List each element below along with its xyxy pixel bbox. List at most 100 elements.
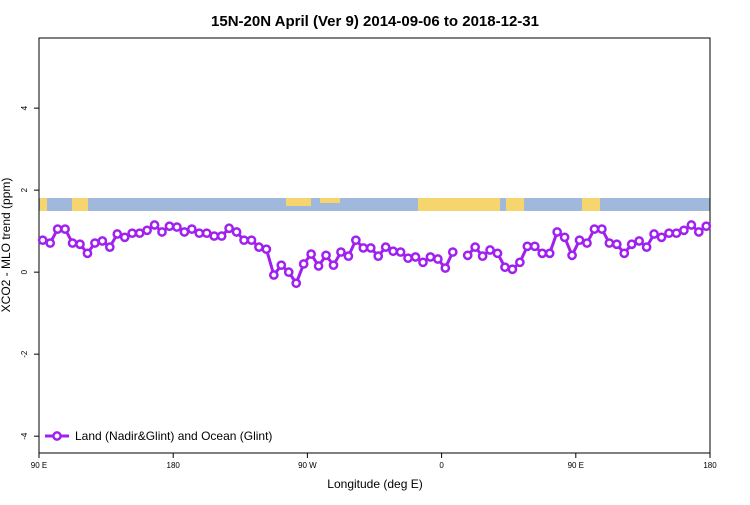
data-point	[336, 247, 346, 257]
data-point	[656, 232, 667, 243]
data-point	[261, 244, 272, 255]
data-point	[75, 239, 85, 250]
x-tick-label: 90 E	[31, 461, 47, 470]
data-point	[693, 227, 704, 237]
data-point	[231, 227, 242, 237]
data-point	[395, 247, 406, 257]
data-point	[701, 221, 712, 232]
data-point	[522, 241, 533, 252]
data-point	[552, 227, 563, 237]
data-point	[172, 222, 182, 232]
legend-marker	[52, 431, 62, 441]
data-point	[358, 243, 369, 253]
x-axis-label: Longitude (deg E)	[327, 477, 422, 491]
data-point	[626, 239, 637, 250]
data-point	[194, 228, 205, 239]
data-point	[82, 248, 93, 259]
data-point	[186, 224, 197, 234]
data-point	[276, 260, 287, 271]
y-axis-label: XCO2 - MLO trend (ppm)	[0, 178, 13, 313]
data-point	[403, 253, 413, 264]
y-tick-label: 0	[20, 269, 29, 274]
data-point	[529, 241, 540, 252]
map-strip	[39, 198, 710, 211]
data-point	[679, 225, 689, 236]
data-point	[589, 224, 600, 234]
data-point	[298, 259, 309, 269]
data-point	[604, 238, 615, 248]
y-tick-label: -4	[20, 432, 29, 440]
data-point	[164, 221, 175, 232]
data-point	[462, 250, 473, 261]
data-point	[283, 267, 294, 278]
data-point	[306, 249, 316, 259]
data-point	[67, 238, 78, 248]
data-point	[179, 227, 190, 237]
data-point	[373, 251, 384, 262]
data-point	[201, 228, 212, 239]
data-point	[149, 220, 160, 230]
data-point	[380, 242, 391, 252]
data-point	[671, 228, 682, 239]
data-point	[686, 220, 697, 230]
data-point	[343, 251, 354, 262]
y-tick-label: 2	[20, 187, 29, 192]
data-point	[104, 242, 115, 252]
y-tick-label: 4	[20, 105, 29, 110]
data-point	[500, 262, 510, 273]
data-point	[157, 227, 167, 237]
data-point	[507, 264, 518, 275]
data-point	[291, 278, 302, 289]
data-point	[254, 242, 264, 252]
data-point	[418, 257, 428, 268]
data-point	[134, 228, 145, 239]
data-point	[142, 225, 152, 236]
data-point	[567, 250, 577, 261]
data-point	[209, 231, 220, 241]
data-point	[328, 260, 339, 271]
plot-frame	[38, 37, 711, 454]
data-point	[52, 224, 63, 234]
data-point	[313, 261, 324, 271]
data-point	[611, 239, 622, 250]
data-point	[321, 250, 331, 261]
data-point	[649, 229, 659, 239]
data-point	[410, 252, 421, 262]
data-point	[433, 254, 443, 264]
data-point	[619, 248, 630, 259]
x-tick-label: 0	[439, 461, 444, 470]
data-point	[515, 257, 525, 268]
data-point	[388, 246, 398, 257]
data-point	[224, 223, 234, 234]
legend-label: Land (Nadir&Glint) and Ocean (Glint)	[75, 429, 272, 443]
data-point	[216, 231, 227, 241]
data-point	[45, 238, 56, 248]
data-point	[112, 229, 123, 239]
x-tick-label: 180	[703, 461, 717, 470]
data-point	[447, 247, 458, 257]
data-point	[365, 243, 376, 253]
data-point	[37, 235, 48, 246]
data-point	[537, 248, 548, 259]
data-point	[119, 232, 130, 243]
data-point	[440, 263, 451, 273]
data-point	[97, 236, 108, 246]
data-point	[351, 235, 361, 246]
x-tick-label: 180	[167, 461, 181, 470]
data-point	[574, 235, 585, 246]
x-tick-label: 90 E	[568, 461, 584, 470]
data-point	[492, 248, 503, 259]
data-point	[477, 251, 488, 262]
data-point	[582, 238, 592, 248]
x-tick-label: 90 W	[298, 461, 317, 470]
chart-title: 15N-20N April (Ver 9) 2014-09-06 to 2018…	[211, 13, 539, 30]
data-point	[239, 235, 249, 246]
data-point	[597, 224, 607, 234]
data-point	[544, 248, 555, 259]
data-point	[90, 238, 100, 248]
data-point	[269, 270, 279, 280]
data-point	[664, 228, 674, 239]
data-point	[246, 235, 257, 246]
data-point	[470, 242, 480, 252]
